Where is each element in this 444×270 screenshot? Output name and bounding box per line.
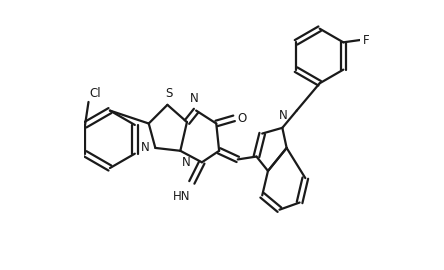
Text: S: S: [165, 87, 173, 100]
Text: Cl: Cl: [89, 87, 101, 100]
Text: N: N: [182, 156, 190, 169]
Text: N: N: [141, 141, 150, 154]
Text: N: N: [190, 92, 199, 105]
Text: HN: HN: [173, 190, 190, 202]
Text: N: N: [278, 109, 287, 122]
Text: F: F: [363, 33, 369, 46]
Text: O: O: [237, 112, 246, 125]
